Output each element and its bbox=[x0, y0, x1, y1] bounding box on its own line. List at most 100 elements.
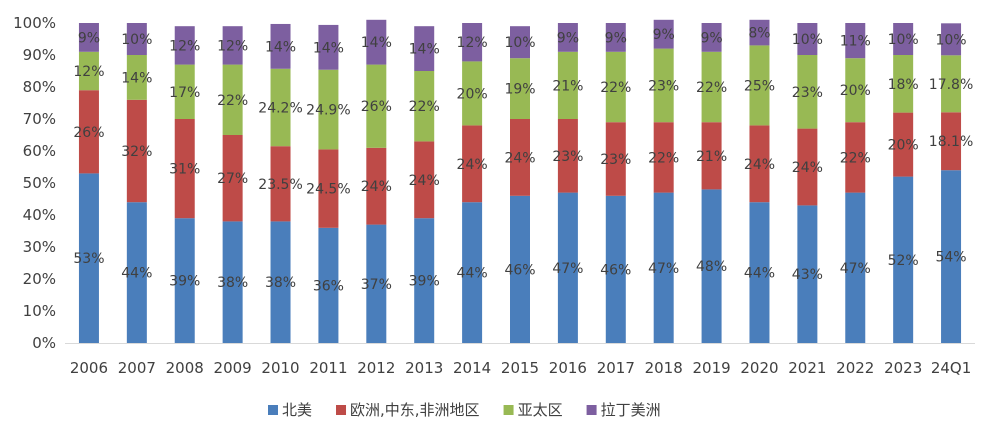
data-label: 19% bbox=[504, 82, 535, 98]
bar-segment bbox=[510, 119, 530, 196]
data-label: 44% bbox=[121, 266, 152, 282]
data-label: 22% bbox=[648, 150, 679, 166]
data-label: 46% bbox=[600, 262, 631, 278]
bar-segment bbox=[174, 26, 195, 65]
x-tick-label: 2017 bbox=[597, 359, 635, 377]
data-label: 9% bbox=[605, 30, 627, 46]
data-label: 22% bbox=[217, 93, 248, 109]
x-tick-label: 2022 bbox=[836, 359, 874, 377]
y-tick-label: 10% bbox=[23, 302, 56, 320]
bar-segment bbox=[653, 122, 674, 193]
data-label: 39% bbox=[409, 274, 440, 290]
data-label: 38% bbox=[265, 275, 296, 291]
bar-segment bbox=[797, 205, 818, 343]
y-axis: 0% 10% 20% 30% 40% 50% 60% 70% 80% 90% 100% bbox=[13, 14, 56, 352]
bar-segment bbox=[174, 64, 195, 119]
bar-segment bbox=[797, 128, 818, 206]
bar-segment bbox=[414, 141, 435, 219]
bar-segment bbox=[270, 23, 291, 69]
bar-segment bbox=[749, 19, 770, 46]
bar-segment bbox=[222, 64, 243, 135]
bar-segment bbox=[941, 170, 962, 343]
bar-segment bbox=[701, 23, 722, 52]
data-label: 12% bbox=[217, 38, 248, 54]
x-tick-label: 2023 bbox=[884, 359, 922, 377]
bar-segment bbox=[557, 23, 578, 52]
data-label: 18.1% bbox=[929, 134, 973, 150]
data-label: 14% bbox=[409, 42, 440, 58]
bar-segment bbox=[318, 227, 339, 343]
bar-segment bbox=[797, 23, 818, 55]
data-label: 31% bbox=[169, 162, 200, 178]
data-label: 14% bbox=[361, 35, 392, 51]
data-label: 53% bbox=[73, 251, 104, 267]
data-label: 10% bbox=[121, 32, 152, 48]
y-tick-label: 80% bbox=[23, 78, 56, 96]
bar-segment bbox=[126, 99, 147, 203]
data-label: 46% bbox=[504, 262, 535, 278]
data-label: 37% bbox=[361, 277, 392, 293]
data-label: 24.5% bbox=[306, 182, 350, 198]
bar-segment bbox=[941, 55, 962, 113]
bar-segment bbox=[893, 176, 914, 343]
data-label: 20% bbox=[888, 138, 919, 154]
data-label: 8% bbox=[748, 26, 770, 42]
bar-segment bbox=[701, 189, 722, 343]
data-label: 20% bbox=[457, 86, 488, 102]
data-label: 10% bbox=[935, 32, 966, 48]
bar-segment bbox=[222, 26, 243, 65]
x-axis: 2006 2007 2008 2009 2010 2011 2012 2013 2014 2015… bbox=[65, 343, 975, 377]
legend-label: 北美 bbox=[282, 401, 312, 419]
data-label: 12% bbox=[73, 64, 104, 80]
bar-segment bbox=[845, 23, 866, 59]
bar-segment bbox=[78, 23, 99, 52]
data-label: 23% bbox=[600, 152, 631, 168]
bar-segment bbox=[941, 23, 962, 56]
y-tick-label: 40% bbox=[23, 206, 56, 224]
x-tick-label: 2008 bbox=[166, 359, 204, 377]
bars: 53% 26% 12% 9% 44% 32% 14% 10% 39% 31% 17% 12% 38% 27… bbox=[73, 19, 973, 343]
data-label: 10% bbox=[888, 32, 919, 48]
bar-segment bbox=[270, 146, 291, 222]
data-label: 14% bbox=[313, 40, 344, 56]
legend-label: 拉丁美洲 bbox=[601, 401, 661, 419]
data-label: 23% bbox=[648, 78, 679, 94]
bar-segment bbox=[557, 192, 578, 343]
data-label: 24% bbox=[361, 179, 392, 195]
x-tick-label: 2015 bbox=[501, 359, 539, 377]
x-tick-label: 2010 bbox=[261, 359, 299, 377]
data-label: 24% bbox=[457, 157, 488, 173]
data-label: 24.9% bbox=[306, 103, 350, 119]
bar-segment bbox=[462, 202, 483, 343]
data-label: 36% bbox=[313, 278, 344, 294]
y-tick-label: 100% bbox=[13, 14, 56, 32]
bar-segment bbox=[78, 173, 99, 343]
x-tick-label: 2019 bbox=[692, 359, 730, 377]
bar-segment bbox=[174, 218, 195, 343]
bar-segment bbox=[414, 71, 435, 142]
bar-segment bbox=[462, 125, 483, 203]
bar-segment bbox=[605, 122, 626, 196]
x-tick-label: 2016 bbox=[549, 359, 587, 377]
data-label: 17% bbox=[169, 85, 200, 101]
bar-segment bbox=[414, 218, 435, 343]
y-tick-label: 50% bbox=[23, 174, 56, 192]
data-label: 9% bbox=[700, 30, 722, 46]
data-label: 10% bbox=[504, 35, 535, 51]
data-label: 23% bbox=[552, 149, 583, 165]
data-label: 21% bbox=[696, 149, 727, 165]
bar-segment bbox=[701, 51, 722, 123]
data-label: 14% bbox=[265, 39, 296, 55]
bar-segment bbox=[366, 224, 387, 343]
bar-segment bbox=[126, 23, 147, 55]
bar-segment bbox=[126, 202, 147, 343]
bar-segment bbox=[893, 23, 914, 55]
data-label: 22% bbox=[409, 99, 440, 115]
y-tick-label: 0% bbox=[32, 334, 56, 352]
y-tick-label: 70% bbox=[23, 110, 56, 128]
bar-segment bbox=[557, 51, 578, 119]
bar-segment bbox=[366, 64, 387, 148]
bar-segment bbox=[605, 23, 626, 52]
x-tick-label: 2013 bbox=[405, 359, 443, 377]
data-label: 24% bbox=[504, 150, 535, 166]
